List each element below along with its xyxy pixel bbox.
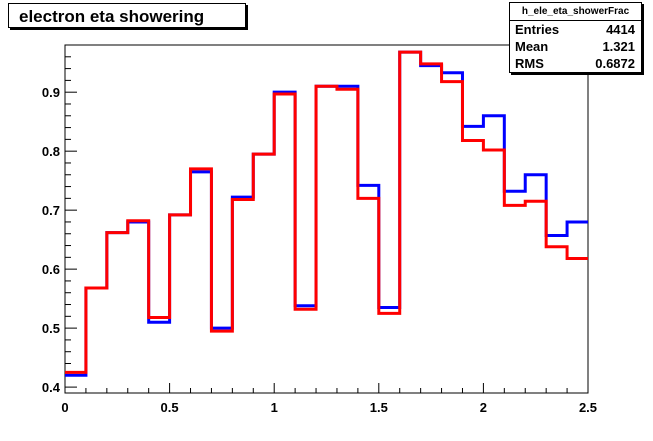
stats-rms-value: 0.6872 [595,56,635,71]
stats-row-rms: RMS 0.6872 [510,55,641,72]
chart-title: electron eta showering [19,7,205,26]
x-tick-label: 2.5 [579,400,597,415]
x-tick-label: 1.5 [370,400,388,415]
plot-frame [64,44,589,394]
stats-entries-label: Entries [515,22,560,37]
series-layer [65,50,588,377]
y-tick-label: 0.7 [42,203,60,218]
stats-row-mean: Mean 1.321 [510,38,641,55]
x-tick-label: 1 [271,400,278,415]
y-tick-label: 0.8 [42,144,60,159]
stats-mean-value: 1.321 [602,39,635,54]
stats-histogram-name: h_ele_eta_showerFrac [510,3,641,21]
series-blue-histogram [65,50,588,377]
stats-box: h_ele_eta_showerFrac Entries 4414 Mean 1… [509,2,642,73]
y-tick-label: 0.6 [42,262,60,277]
y-tick-label: 0.4 [42,380,61,395]
stats-rms-label: RMS [515,56,544,71]
x-tick-label: 2 [480,400,487,415]
stats-row-entries: Entries 4414 [510,21,641,38]
stats-entries-value: 4414 [606,22,635,37]
axes: 0 0.5 1 1.5 2 2.5 0.4 0.5 0.6 0.7 0.8 0.9 [42,44,597,415]
y-tick-label: 0.5 [42,321,60,336]
x-tick-label: 0.5 [161,400,179,415]
x-tick-label: 0 [61,400,68,415]
series-red-histogram [65,50,588,374]
stats-mean-label: Mean [515,39,549,54]
y-tick-label: 0.9 [42,85,60,100]
chart-title-box: electron eta showering [8,3,246,28]
